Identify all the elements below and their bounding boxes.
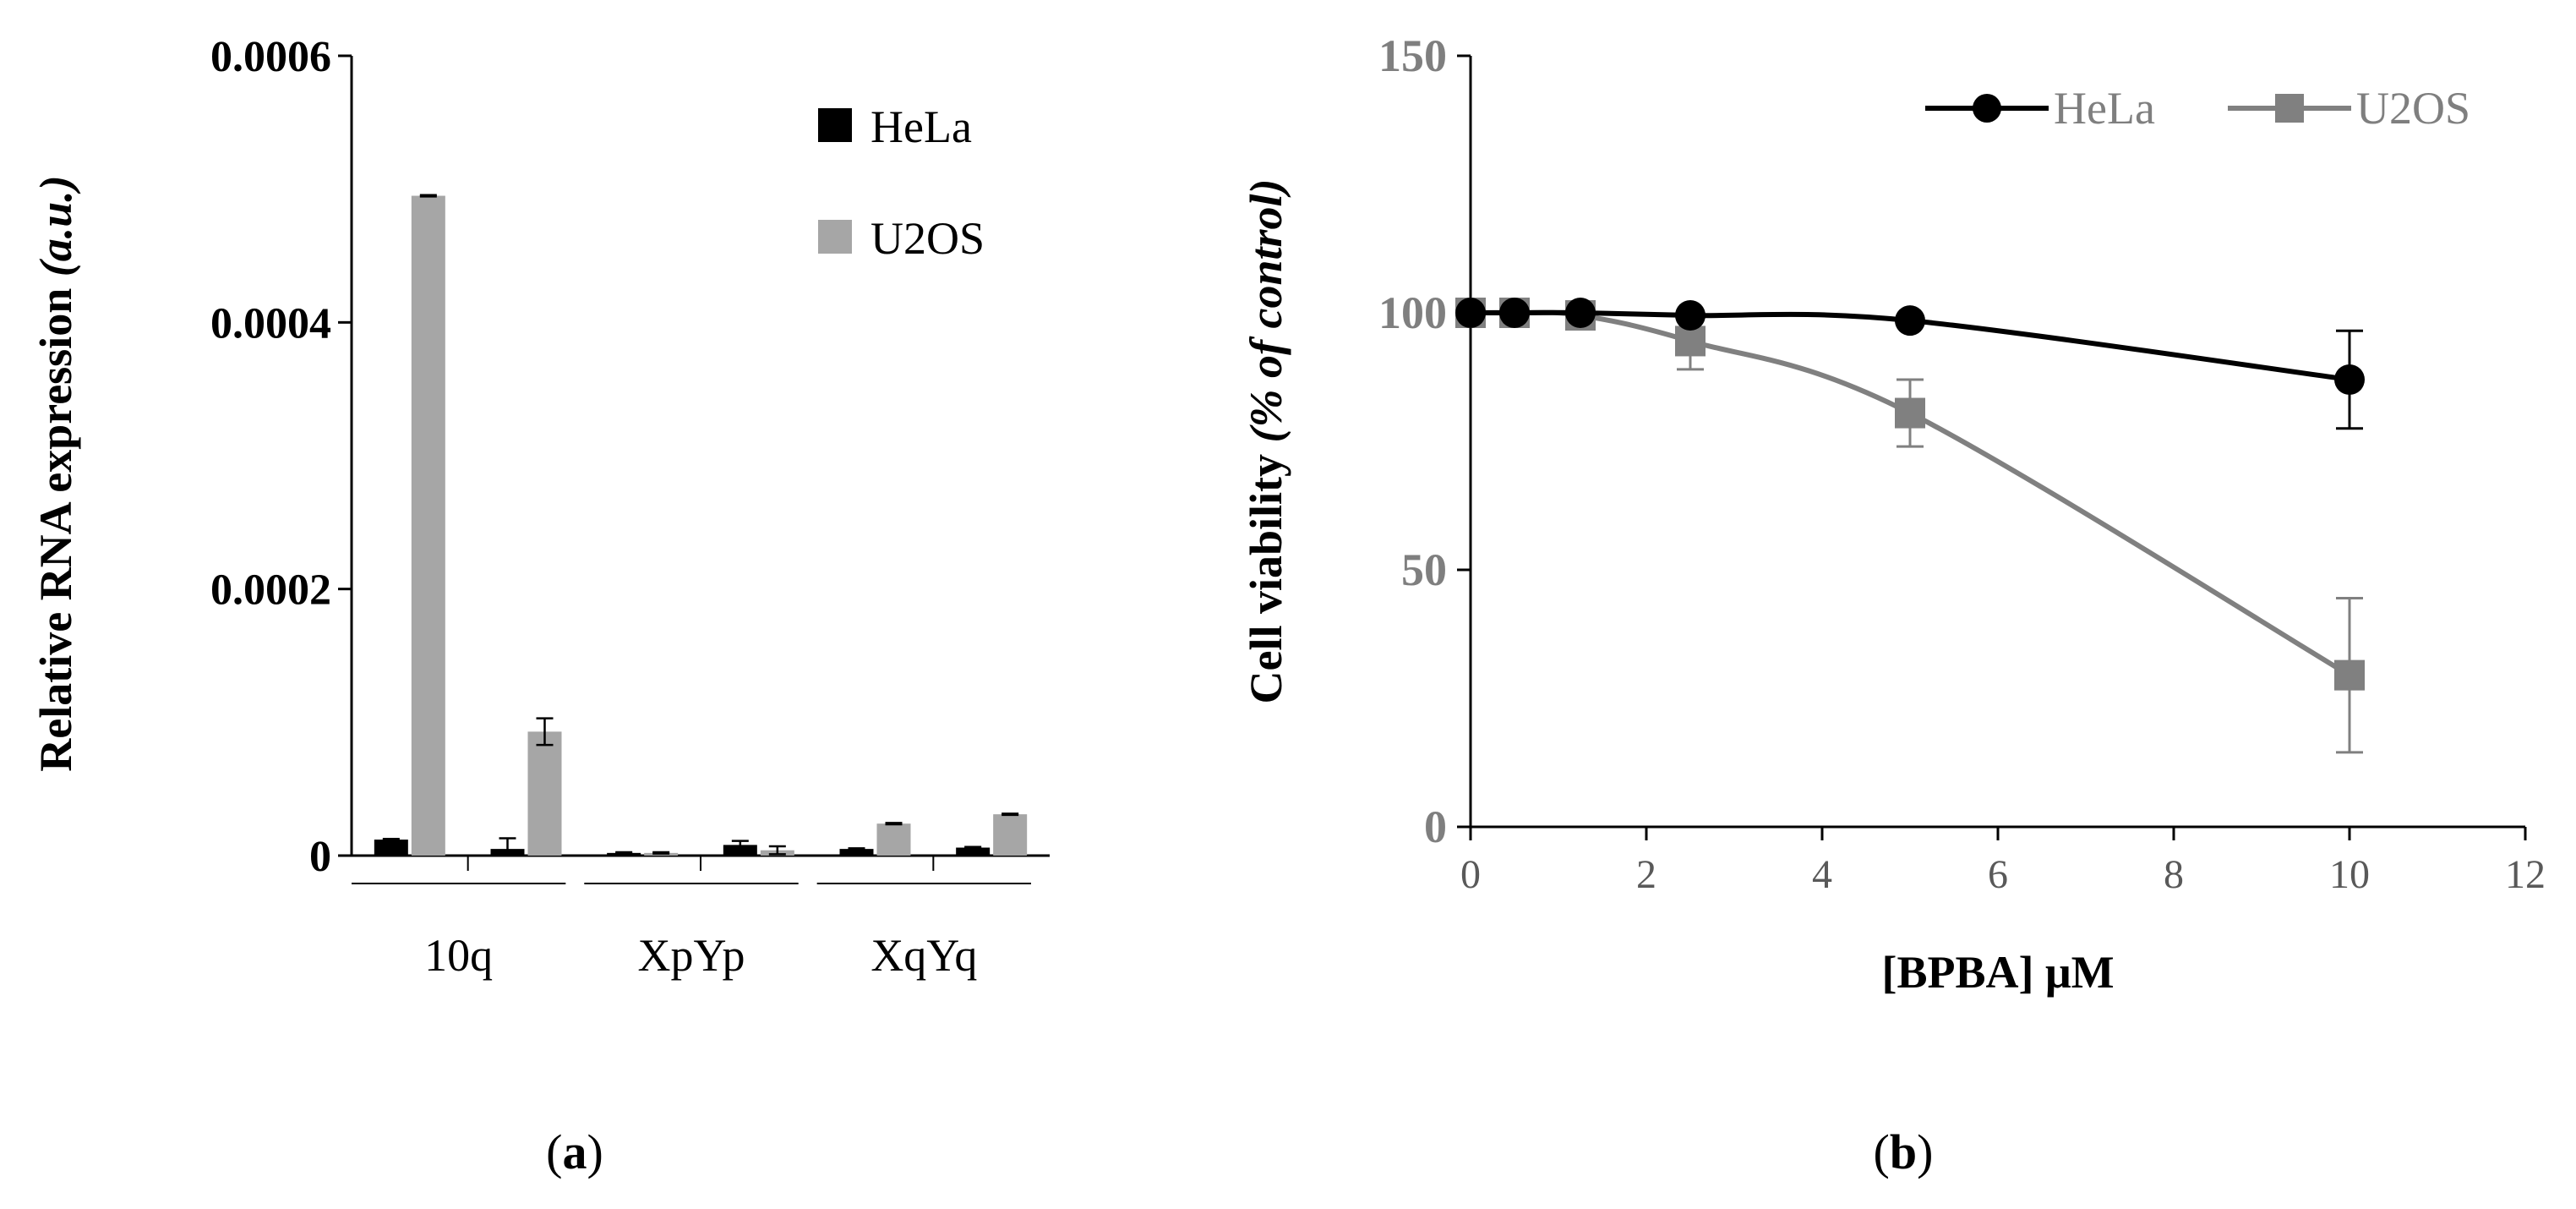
point-circle	[1565, 298, 1596, 328]
point-square	[2334, 659, 2365, 691]
point-square	[1895, 397, 1925, 429]
bar-hela	[374, 840, 408, 856]
y-axis-label-text: Cell viability	[1241, 454, 1291, 704]
legend-label: HeLa	[2054, 83, 2155, 134]
y-tick-label: 150	[1378, 30, 1447, 81]
y-tick-label: 0.0004	[210, 299, 331, 347]
legend-swatch	[818, 220, 852, 254]
x-tick-label: 10	[2329, 852, 2370, 897]
point-circle	[1895, 305, 1925, 336]
point-circle	[1675, 300, 1706, 331]
x-tick-label: 6	[1988, 852, 2008, 897]
x-axis-label: [BPBA] μM	[1881, 947, 2114, 998]
bar-hela	[839, 849, 874, 856]
y-tick-label: 0.0002	[210, 566, 331, 615]
y-axis-label-unit: (% of control)	[1241, 179, 1291, 443]
legend-swatch	[818, 108, 852, 142]
group-label: XpYp	[637, 930, 745, 981]
y-tick-label: 0	[1424, 801, 1447, 852]
series-hela	[1455, 298, 2365, 430]
legend-label: U2OS	[2356, 83, 2470, 134]
point-circle	[2334, 364, 2365, 396]
legend: HeLa U2OS	[1925, 83, 2470, 134]
x-tick-label: 12	[2505, 852, 2546, 897]
point-circle	[1499, 298, 1530, 328]
point-square	[1675, 326, 1706, 357]
group-label: XqYq	[870, 930, 977, 981]
bar-u2os	[411, 195, 445, 856]
panel-a-caption: (a)	[546, 1124, 603, 1179]
x-tick-label: 0	[1460, 852, 1481, 897]
bar-u2os	[876, 823, 911, 856]
y-axis-label: Cell viability (% of control)	[1241, 179, 1291, 704]
series-line	[1470, 309, 2351, 678]
group-labels: 10q XpYp XqYq	[352, 856, 1031, 981]
y-axis-label-text: Relative RNA expression	[30, 288, 81, 772]
series-u2os	[1455, 298, 2365, 754]
panel-b-letter: b	[1890, 1124, 1917, 1179]
legend-marker	[2275, 94, 2304, 123]
bar-hela	[723, 845, 757, 856]
legend: HeLa U2OS	[818, 101, 985, 264]
x-ticks: 0 2 4 6 8 10 12	[1460, 827, 2546, 897]
bars	[374, 195, 1028, 856]
y-tick-label: 100	[1378, 287, 1447, 338]
group-label: 10q	[424, 930, 493, 981]
y-tick-label: 0	[309, 833, 331, 881]
y-axis-label: Relative RNA expression (a.u.)	[30, 175, 81, 771]
error-bars	[382, 194, 1019, 857]
x-tick-label: 4	[1812, 852, 1832, 897]
point-circle	[1455, 298, 1486, 328]
viability-line-chart: 0 50 100 150 0 2 4 6 8 10 12 [BPBA] μM Cell viabi…	[1241, 30, 2546, 998]
y-ticks: 0 50 100 150	[1378, 30, 1471, 852]
bar-hela	[956, 847, 991, 856]
bar-u2os	[993, 814, 1028, 856]
panel-a-letter: a	[563, 1124, 587, 1179]
bar-u2os	[527, 731, 562, 856]
legend-label: U2OS	[870, 213, 985, 264]
y-tick-label: 0.0006	[210, 33, 331, 81]
y-axis-label-unit: (a.u.)	[30, 175, 81, 276]
series	[1455, 298, 2365, 754]
legend-label: HeLa	[870, 101, 972, 152]
x-tick-label: 2	[1636, 852, 1656, 897]
panel-b-caption: (b)	[1874, 1124, 1934, 1179]
expression-bar-chart: 0 0.0002 0.0004 0.0006 10q XpYp XqYq Relative…	[30, 33, 1050, 981]
x-axis-label-text: [BPBA] μM	[1881, 947, 2114, 998]
x-tick-label: 8	[2164, 852, 2184, 897]
legend-marker	[1973, 94, 2001, 123]
y-ticks: 0 0.0002 0.0004 0.0006	[210, 33, 352, 881]
y-tick-label: 50	[1401, 544, 1447, 595]
